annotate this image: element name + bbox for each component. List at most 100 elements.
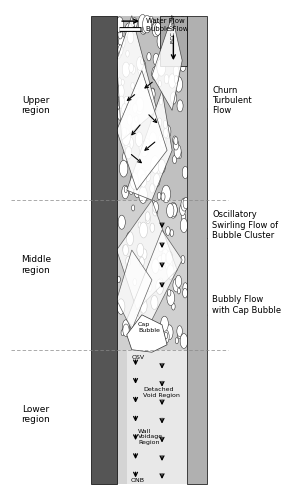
Circle shape — [169, 202, 177, 218]
Circle shape — [181, 256, 185, 264]
Circle shape — [122, 62, 130, 77]
Circle shape — [172, 303, 175, 310]
Circle shape — [117, 78, 122, 86]
Circle shape — [164, 125, 171, 138]
Circle shape — [129, 184, 134, 194]
Circle shape — [130, 172, 139, 190]
Circle shape — [174, 58, 181, 72]
Text: Upper
region: Upper region — [22, 96, 50, 115]
Circle shape — [152, 118, 155, 124]
Circle shape — [174, 76, 178, 84]
Circle shape — [172, 156, 177, 164]
Circle shape — [139, 141, 145, 154]
Circle shape — [145, 170, 151, 181]
Circle shape — [180, 218, 187, 232]
Circle shape — [172, 40, 175, 46]
Circle shape — [170, 92, 177, 104]
Circle shape — [180, 204, 185, 216]
Polygon shape — [117, 70, 167, 190]
Circle shape — [122, 185, 129, 199]
Circle shape — [157, 118, 162, 127]
Circle shape — [125, 23, 133, 38]
Circle shape — [127, 137, 133, 149]
Circle shape — [131, 179, 136, 188]
Circle shape — [159, 98, 163, 105]
Circle shape — [163, 128, 168, 138]
Circle shape — [177, 330, 182, 338]
Circle shape — [137, 57, 144, 70]
Circle shape — [163, 120, 167, 128]
Text: Water Flow: Water Flow — [146, 18, 184, 24]
Circle shape — [136, 98, 144, 112]
Circle shape — [140, 20, 147, 34]
Circle shape — [175, 76, 183, 92]
Circle shape — [148, 283, 152, 292]
Circle shape — [144, 138, 151, 152]
Bar — [117, 200, 187, 350]
Text: ONB: ONB — [131, 478, 145, 483]
Circle shape — [121, 330, 124, 336]
Circle shape — [158, 32, 164, 44]
Circle shape — [167, 290, 171, 296]
Circle shape — [170, 204, 177, 216]
Circle shape — [118, 30, 123, 39]
Circle shape — [122, 128, 130, 146]
Circle shape — [125, 146, 132, 159]
Circle shape — [172, 73, 179, 86]
Circle shape — [157, 28, 160, 35]
Circle shape — [166, 226, 170, 235]
Circle shape — [152, 259, 159, 274]
Circle shape — [180, 59, 186, 72]
Circle shape — [183, 282, 188, 292]
Circle shape — [123, 324, 129, 336]
Text: Detached
Void Region: Detached Void Region — [143, 386, 180, 398]
Circle shape — [137, 169, 146, 186]
Circle shape — [180, 334, 188, 348]
Circle shape — [150, 118, 155, 127]
Circle shape — [179, 16, 187, 32]
Circle shape — [117, 108, 123, 120]
Circle shape — [125, 140, 130, 150]
Bar — [117, 350, 127, 484]
Text: COLD WALL: COLD WALL — [194, 228, 200, 272]
Circle shape — [117, 299, 125, 314]
Circle shape — [149, 132, 157, 148]
Circle shape — [183, 198, 189, 209]
Circle shape — [140, 141, 148, 157]
Circle shape — [175, 276, 182, 287]
Circle shape — [174, 137, 178, 145]
Circle shape — [135, 98, 144, 115]
Text: Wall
Voidage
Region: Wall Voidage Region — [138, 428, 163, 446]
Text: Bubbly Flow
with Cap Bubble: Bubbly Flow with Cap Bubble — [192, 295, 282, 320]
Circle shape — [152, 22, 159, 37]
Circle shape — [166, 20, 175, 38]
Circle shape — [124, 186, 127, 192]
Circle shape — [119, 160, 128, 177]
Circle shape — [123, 151, 128, 162]
Circle shape — [131, 66, 135, 74]
Circle shape — [161, 56, 166, 66]
Circle shape — [166, 325, 173, 340]
Circle shape — [150, 223, 155, 232]
Circle shape — [135, 116, 138, 122]
Polygon shape — [127, 230, 182, 340]
Circle shape — [153, 174, 160, 187]
Circle shape — [164, 332, 168, 339]
Circle shape — [158, 242, 163, 252]
Circle shape — [118, 215, 125, 229]
Circle shape — [117, 84, 124, 98]
Circle shape — [159, 135, 162, 141]
Circle shape — [123, 320, 129, 334]
Circle shape — [173, 278, 180, 292]
Circle shape — [126, 256, 131, 266]
Circle shape — [131, 324, 134, 330]
Circle shape — [131, 205, 135, 211]
Circle shape — [126, 50, 129, 57]
Circle shape — [169, 44, 177, 60]
Circle shape — [140, 260, 144, 266]
Circle shape — [154, 22, 161, 36]
Circle shape — [151, 156, 160, 174]
Circle shape — [140, 174, 147, 187]
Circle shape — [168, 74, 176, 88]
Polygon shape — [117, 250, 152, 330]
